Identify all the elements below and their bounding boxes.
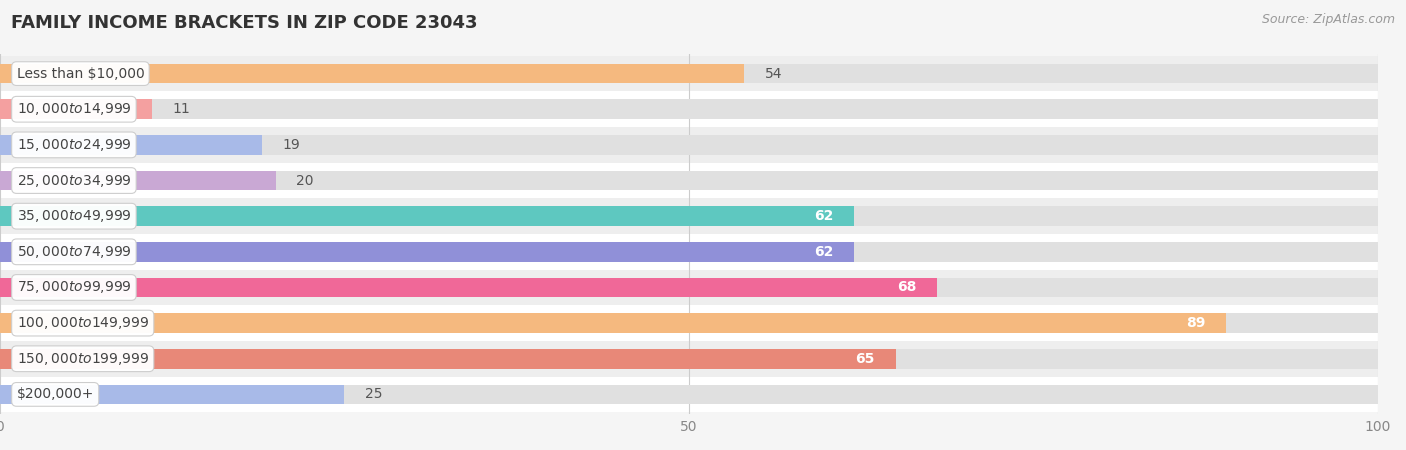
- Text: 62: 62: [814, 245, 834, 259]
- Text: 89: 89: [1187, 316, 1206, 330]
- Bar: [0, 305, 1378, 341]
- Text: $15,000 to $24,999: $15,000 to $24,999: [17, 137, 131, 153]
- Bar: [0, 278, 1378, 297]
- Bar: [0, 198, 1378, 234]
- Text: $200,000+: $200,000+: [17, 387, 94, 401]
- Bar: [0, 56, 1378, 91]
- Bar: [0, 99, 152, 119]
- Text: 65: 65: [856, 352, 875, 366]
- Bar: [0, 64, 1378, 83]
- Bar: [0, 313, 1378, 333]
- Bar: [0, 64, 744, 83]
- Bar: [0, 234, 1378, 270]
- Bar: [0, 171, 276, 190]
- Bar: [0, 99, 1378, 119]
- Bar: [0, 163, 1378, 198]
- Text: $35,000 to $49,999: $35,000 to $49,999: [17, 208, 131, 224]
- Text: Source: ZipAtlas.com: Source: ZipAtlas.com: [1261, 14, 1395, 27]
- Bar: [0, 207, 855, 226]
- Bar: [0, 278, 936, 297]
- Text: $25,000 to $34,999: $25,000 to $34,999: [17, 172, 131, 189]
- Bar: [0, 242, 1378, 261]
- Bar: [0, 385, 1378, 404]
- Bar: [0, 313, 1226, 333]
- Bar: [0, 242, 855, 261]
- Text: $150,000 to $199,999: $150,000 to $199,999: [17, 351, 149, 367]
- Bar: [0, 207, 1378, 226]
- Bar: [0, 341, 1378, 377]
- Text: $10,000 to $14,999: $10,000 to $14,999: [17, 101, 131, 117]
- Bar: [0, 377, 1378, 412]
- Text: 11: 11: [172, 102, 190, 116]
- Text: 54: 54: [765, 67, 782, 81]
- Text: 68: 68: [897, 280, 917, 294]
- Text: 19: 19: [283, 138, 301, 152]
- Bar: [0, 135, 262, 155]
- Text: $75,000 to $99,999: $75,000 to $99,999: [17, 279, 131, 296]
- Text: Less than $10,000: Less than $10,000: [17, 67, 145, 81]
- Text: 20: 20: [297, 174, 314, 188]
- Text: $100,000 to $149,999: $100,000 to $149,999: [17, 315, 149, 331]
- Text: 25: 25: [366, 387, 382, 401]
- Bar: [0, 385, 344, 404]
- Text: $50,000 to $74,999: $50,000 to $74,999: [17, 244, 131, 260]
- Bar: [0, 91, 1378, 127]
- Bar: [0, 127, 1378, 163]
- Bar: [0, 349, 1378, 369]
- Bar: [0, 171, 1378, 190]
- Bar: [0, 270, 1378, 305]
- Text: FAMILY INCOME BRACKETS IN ZIP CODE 23043: FAMILY INCOME BRACKETS IN ZIP CODE 23043: [11, 14, 478, 32]
- Text: 62: 62: [814, 209, 834, 223]
- Bar: [0, 349, 896, 369]
- Bar: [0, 135, 1378, 155]
